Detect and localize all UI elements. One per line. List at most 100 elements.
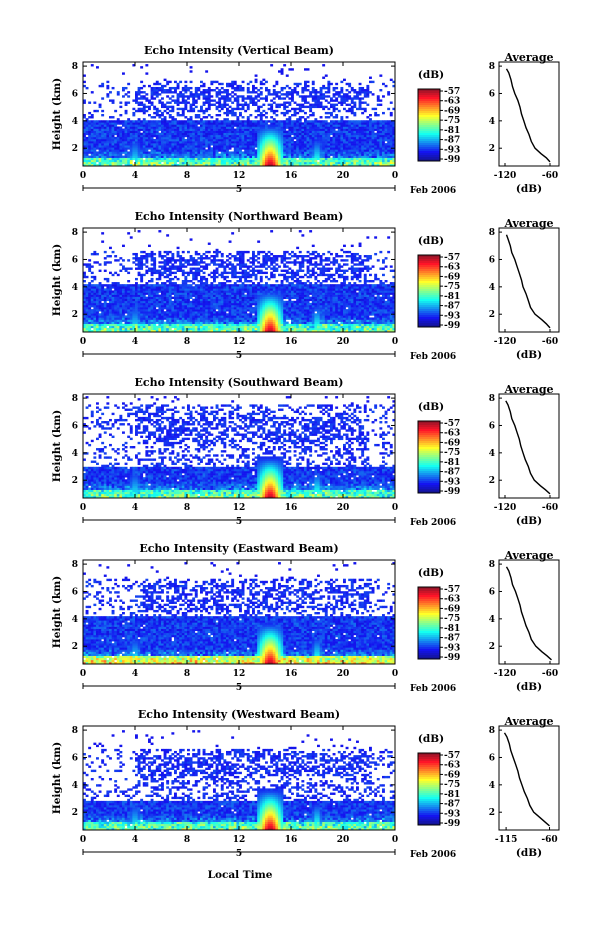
date-label: Feb 2006 [410,850,456,860]
profile-y-tick-label: 2 [489,476,495,486]
profile-y-tick-label: 2 [489,310,495,320]
x-tick-label: 16 [285,171,298,181]
y-axis-label: Height (km) [51,742,63,814]
profile-y-tick-label: 6 [489,421,495,431]
date-marker: 5 [236,185,242,195]
date-marker: 5 [236,351,242,361]
panel-4: Echo Intensity (Eastward Beam) Height (km… [51,542,560,694]
y-tick-label: 8 [72,726,78,736]
y-tick-label: 8 [72,560,78,570]
average-profile-panel: Average 2 4 6 8 -120 -60(dB) [489,383,560,527]
profile-x-tick-label: -60 [542,337,558,347]
colorbar-tick-label: -63 [444,97,460,107]
colorbar-tick-label: -93 [444,477,460,487]
x-tick-label: 4 [132,669,138,679]
y-tick-label: 6 [72,255,78,265]
colorbar-tick-label: -93 [444,145,460,155]
x-tick-label: 12 [233,503,246,513]
colorbar-tick-label: -63 [444,595,460,605]
date-marker: 5 [236,517,242,527]
profile-y-tick-label: 8 [489,228,495,238]
profile-frame [498,227,560,333]
colorbar-label: (dB) [418,401,444,413]
x-tick-label: 12 [233,669,246,679]
echo-intensity-field [83,396,396,499]
colorbar-tick-label: -69 [444,604,460,614]
profile-x-tick-label: -60 [542,171,558,181]
x-tick-label: 8 [184,503,190,513]
colorbar [418,421,440,494]
colorbar-label: (dB) [418,235,444,247]
echo-intensity-field [83,230,396,333]
x-tick-label: 20 [337,171,350,181]
profile-y-tick-label: 6 [489,753,495,763]
x-tick-label: 4 [132,171,138,181]
profile-x-label: (dB) [516,183,542,195]
x-tick-label: 12 [233,171,246,181]
panel-title: Echo Intensity (Westward Beam) [138,708,340,721]
colorbar-tick-label: -99 [444,819,460,829]
date-label: Feb 2006 [410,684,456,694]
profile-title: Average [503,383,553,396]
profile-x-tick-label: -120 [494,669,517,679]
profile-y-tick-label: 2 [489,642,495,652]
profile-y-tick-label: 8 [489,726,495,736]
profile-y-tick-label: 8 [489,394,495,404]
profile-line [503,732,550,827]
profile-title: Average [503,51,553,64]
average-profile-panel: Average 2 4 6 8 -120 -60(dB) [489,217,560,361]
panel-title: Echo Intensity (Northward Beam) [135,210,344,223]
colorbar-label: (dB) [418,69,444,81]
profile-y-tick-label: 4 [489,781,495,791]
x-tick-label: 0 [80,669,86,679]
profile-x-tick-label: -120 [494,337,517,347]
colorbar-frame [417,254,441,328]
colorbar-tick-label: -75 [444,448,460,458]
colorbar-tick-label: -87 [444,800,460,810]
colorbar-tick-label: -87 [444,634,460,644]
profile-x-label: (dB) [516,681,542,693]
colorbar-tick-label: -69 [444,272,460,282]
panel-title: Echo Intensity (Eastward Beam) [139,542,338,555]
colorbar-tick-label: -69 [444,770,460,780]
panel-2: Echo Intensity (Northward Beam) Height (k… [51,210,560,362]
colorbar [418,89,440,162]
y-tick-label: 4 [72,283,78,293]
x-tick-label: 16 [285,337,298,347]
y-tick-label: 6 [72,587,78,597]
panel-title: Echo Intensity (Southward Beam) [135,376,344,389]
profile-y-tick-label: 6 [489,255,495,265]
colorbar-tick-label: -75 [444,614,460,624]
x-tick-label: 4 [132,835,138,845]
profile-line [505,68,551,163]
profile-x-tick-label: -60 [542,669,558,679]
panel-title: Echo Intensity (Vertical Beam) [144,44,334,57]
colorbar-tick-label: -75 [444,780,460,790]
y-tick-label: 2 [72,310,78,320]
profile-x-label: (dB) [516,847,542,859]
colorbar-tick-label: -63 [444,263,460,273]
x-tick-label: 8 [184,337,190,347]
profile-frame [498,393,560,499]
y-tick-label: 4 [72,449,78,459]
x-tick-label: 0 [80,171,86,181]
echo-intensity-field [83,562,396,665]
x-tick-label: 12 [233,337,246,347]
y-tick-label: 4 [72,781,78,791]
echo-intensity-field [83,730,396,831]
x-tick-label: 0 [392,503,398,513]
profile-x-tick-label: -115 [495,835,518,845]
colorbar-tick-label: -63 [444,429,460,439]
x-tick-label: 16 [285,669,298,679]
x-tick-label: 0 [392,669,398,679]
profile-y-tick-label: 8 [489,560,495,570]
figure-xlabel: Local Time [208,869,273,881]
y-tick-label: 6 [72,753,78,763]
colorbar [418,255,440,328]
colorbar-tick-label: -87 [444,468,460,478]
profile-x-tick-label: -60 [541,835,557,845]
profile-frame [498,725,560,831]
profile-title: Average [503,715,553,728]
x-tick-label: 0 [80,835,86,845]
profile-x-tick-label: -120 [494,171,517,181]
